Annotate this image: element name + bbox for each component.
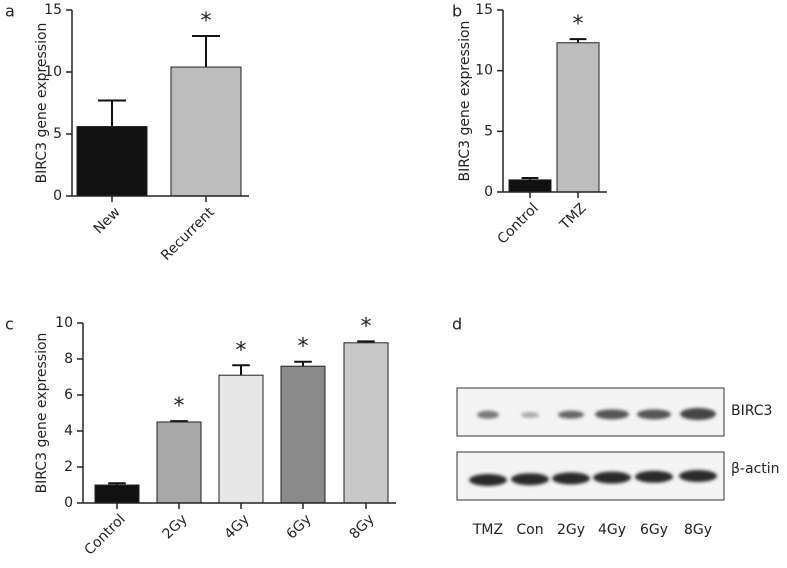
- lane-label: 2Gy: [557, 522, 585, 538]
- bar: [280, 365, 326, 504]
- x-tick-label: 6Gy: [284, 511, 315, 542]
- blot-row-label: β-actin: [731, 461, 780, 477]
- y-tick-label: 5: [484, 123, 493, 139]
- y-tick-label: 0: [484, 184, 493, 200]
- significance-marker: *: [201, 9, 212, 34]
- blot-band: [635, 470, 673, 483]
- blot-band: [680, 408, 716, 420]
- significance-marker: *: [298, 335, 309, 360]
- bar: [76, 126, 148, 197]
- x-tick-label: New: [91, 204, 124, 237]
- blot-band: [637, 409, 671, 420]
- y-tick-label: 2: [64, 459, 73, 475]
- y-tick-label: 0: [53, 188, 62, 204]
- x-tick-label: 2Gy: [160, 511, 191, 542]
- lane-label: 8Gy: [684, 522, 712, 538]
- blot-band: [558, 410, 584, 419]
- x-tick-label: Control: [82, 511, 129, 558]
- y-tick-label: 15: [475, 2, 493, 18]
- bar: [508, 179, 552, 193]
- blot-band: [593, 471, 631, 484]
- significance-marker: *: [573, 12, 584, 37]
- blot-row-label: BIRC3: [731, 403, 772, 419]
- blot-band: [595, 409, 629, 420]
- significance-marker: *: [174, 394, 185, 419]
- lane-label: Con: [516, 522, 543, 538]
- y-tick-label: 4: [64, 423, 73, 439]
- significance-marker: *: [236, 338, 247, 363]
- panel-label: c: [5, 315, 14, 334]
- bar: [170, 66, 242, 197]
- y-axis-label: BIRC3 gene expression: [34, 23, 50, 184]
- blot-frame: [456, 387, 725, 437]
- x-tick-label: 8Gy: [347, 511, 378, 542]
- x-tick-label: Control: [495, 200, 542, 247]
- y-tick-label: 5: [53, 126, 62, 142]
- lane-label: 4Gy: [598, 522, 626, 538]
- bar: [556, 42, 600, 193]
- bar: [343, 342, 389, 504]
- blot-band: [679, 470, 717, 482]
- lane-label: TMZ: [472, 522, 503, 538]
- y-axis-label: BIRC3 gene expression: [34, 333, 50, 494]
- y-tick-label: 6: [64, 387, 73, 403]
- panel-label: d: [452, 315, 462, 334]
- blot-band: [552, 472, 590, 485]
- x-tick-label: TMZ: [556, 200, 589, 233]
- panel-label: a: [5, 2, 15, 21]
- bar: [94, 484, 140, 504]
- x-tick-label: Recurrent: [158, 204, 218, 264]
- y-tick-label: 10: [55, 315, 73, 331]
- x-tick-label: 4Gy: [222, 511, 253, 542]
- blot-band: [521, 412, 539, 418]
- y-tick-label: 8: [64, 351, 73, 367]
- blot-band: [469, 474, 507, 486]
- panel-label: b: [452, 2, 462, 21]
- y-tick-label: 0: [64, 495, 73, 511]
- bar: [218, 374, 264, 504]
- lane-label: 6Gy: [640, 522, 668, 538]
- blot-band: [477, 410, 499, 419]
- bar: [156, 421, 202, 504]
- y-axis-label: BIRC3 gene expression: [457, 21, 473, 182]
- y-tick-label: 15: [44, 2, 62, 18]
- significance-marker: *: [361, 314, 372, 339]
- y-tick-label: 10: [475, 63, 493, 79]
- blot-band: [511, 473, 549, 486]
- y-tick-label: 10: [44, 64, 62, 80]
